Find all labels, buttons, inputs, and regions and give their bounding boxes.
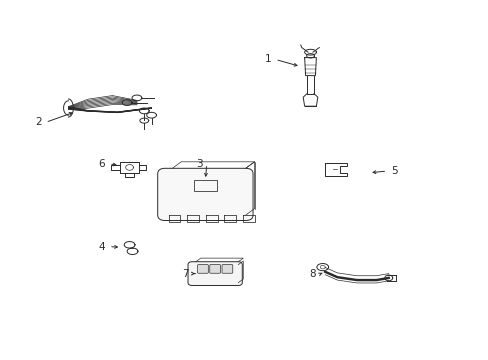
FancyBboxPatch shape xyxy=(209,265,220,273)
Bar xyxy=(193,180,217,191)
Text: 4: 4 xyxy=(98,242,105,252)
FancyBboxPatch shape xyxy=(222,265,232,273)
FancyBboxPatch shape xyxy=(157,168,253,220)
Text: 3: 3 xyxy=(196,159,203,169)
Text: 5: 5 xyxy=(390,166,397,176)
Text: 1: 1 xyxy=(264,54,271,64)
FancyBboxPatch shape xyxy=(197,265,208,273)
Text: 2: 2 xyxy=(35,117,41,127)
Text: 6: 6 xyxy=(98,159,105,169)
FancyBboxPatch shape xyxy=(187,262,242,285)
Text: 7: 7 xyxy=(181,269,188,279)
Text: 8: 8 xyxy=(308,269,315,279)
